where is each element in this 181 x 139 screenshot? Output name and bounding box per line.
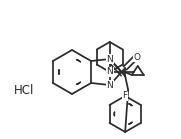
- Text: N: N: [106, 54, 113, 64]
- Text: HCl: HCl: [14, 85, 34, 97]
- Text: O: O: [134, 53, 141, 62]
- Text: N: N: [106, 68, 113, 76]
- Text: F: F: [123, 91, 128, 100]
- Text: N: N: [106, 80, 113, 90]
